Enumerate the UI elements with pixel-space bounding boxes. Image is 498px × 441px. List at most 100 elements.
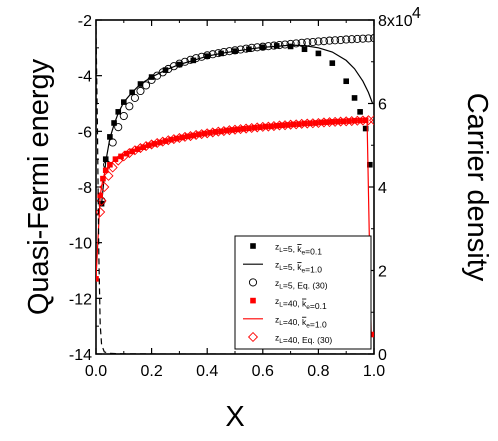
data-point	[357, 109, 363, 115]
x-tick-label: 1.0	[363, 363, 385, 380]
data-point	[107, 162, 118, 173]
y-left-axis-label: Quasi-Fermi energy	[23, 58, 55, 315]
y-right-tick-exponent: 4	[412, 5, 421, 22]
x-tick-label: 0.8	[307, 363, 329, 380]
data-point	[157, 136, 168, 147]
data-point	[329, 60, 336, 66]
data-point	[152, 137, 163, 149]
data-point	[351, 95, 358, 101]
data-point	[192, 54, 201, 63]
data-point	[342, 35, 351, 44]
data-point	[96, 276, 99, 282]
legend-marker	[247, 331, 259, 343]
data-point	[264, 42, 273, 51]
data-point	[191, 129, 202, 140]
data-point	[367, 161, 373, 168]
y-left-tick-label: -6	[78, 124, 92, 141]
data-point	[313, 117, 324, 129]
data-point	[96, 207, 106, 218]
y-left-tick-label: -12	[69, 291, 92, 308]
data-point	[364, 34, 373, 43]
data-point	[113, 155, 124, 166]
data-point	[163, 135, 174, 146]
data-point	[135, 142, 146, 154]
data-point	[180, 57, 190, 66]
data-point	[103, 170, 114, 181]
data-point	[353, 34, 362, 43]
legend-marker	[250, 297, 256, 304]
data-point	[241, 123, 252, 134]
series-layer	[96, 28, 374, 354]
data-point	[368, 115, 374, 126]
data-point	[252, 122, 263, 133]
data-point	[186, 55, 195, 64]
x-tick-label: 0.4	[196, 363, 218, 380]
data-point	[297, 38, 306, 47]
series-line	[101, 44, 374, 204]
data-point	[301, 46, 308, 53]
data-point	[263, 121, 274, 132]
data-point	[315, 50, 322, 57]
data-point	[125, 102, 134, 111]
data-point	[280, 120, 291, 131]
y-left-tick-label: -10	[69, 236, 92, 253]
axis-labels-layer: X Quasi-Fermi energy Carrier density	[23, 58, 493, 433]
data-point	[358, 34, 367, 43]
data-point	[253, 43, 262, 52]
data-point	[147, 75, 156, 84]
x-tick-label: 0.0	[85, 363, 107, 380]
data-point	[369, 34, 374, 43]
data-point	[347, 35, 356, 44]
data-point	[114, 123, 123, 132]
y-right-tick-label: 2	[378, 264, 387, 281]
legend-marker	[250, 243, 256, 249]
data-point	[130, 93, 139, 102]
data-point	[203, 51, 212, 60]
y-right-tick-label-top: 8x10	[378, 13, 413, 30]
data-point	[169, 62, 178, 71]
data-point	[275, 41, 284, 50]
data-point	[343, 78, 349, 85]
data-point	[242, 44, 251, 53]
data-point	[280, 40, 290, 49]
data-point	[179, 131, 190, 142]
y-right-tick-label: 4	[378, 180, 387, 197]
data-point	[362, 125, 369, 132]
legend-box	[234, 235, 372, 350]
x-tick-label: 0.6	[252, 363, 274, 380]
series-5	[96, 115, 374, 218]
data-point	[168, 134, 179, 145]
data-point	[236, 45, 245, 54]
data-point	[291, 119, 302, 130]
data-point	[229, 124, 241, 135]
data-point	[119, 111, 128, 121]
data-point	[286, 39, 295, 48]
y-right-tick-label: 0	[378, 347, 387, 364]
y-left-tick-label: -8	[78, 180, 92, 197]
data-point	[319, 37, 329, 46]
legend-label: zL=40, Eq. (30)	[275, 333, 332, 346]
data-point	[314, 37, 323, 46]
data-point	[98, 200, 105, 207]
data-point	[174, 132, 185, 144]
data-point	[325, 36, 334, 45]
data-point	[225, 47, 234, 56]
y-right-axis-label: Carrier density	[461, 93, 493, 282]
data-point	[141, 141, 152, 152]
data-point	[235, 124, 246, 135]
data-point	[175, 59, 184, 68]
data-point	[247, 43, 256, 52]
legend-label: zL=5, Eq. (30)	[275, 278, 328, 291]
data-point	[287, 43, 294, 50]
data-point	[269, 41, 278, 50]
data-point	[146, 139, 157, 150]
y-right-tick-label: 6	[378, 97, 387, 114]
data-point	[362, 117, 369, 123]
data-point	[185, 131, 196, 142]
x-axis-label: X	[225, 401, 244, 433]
data-point	[303, 38, 312, 47]
data-point	[308, 37, 317, 47]
legend: zL=5, ke=0.1 zL=5, ke=1.0 zL=5, Eq. (30) zL…	[234, 235, 372, 350]
data-point	[99, 181, 110, 193]
